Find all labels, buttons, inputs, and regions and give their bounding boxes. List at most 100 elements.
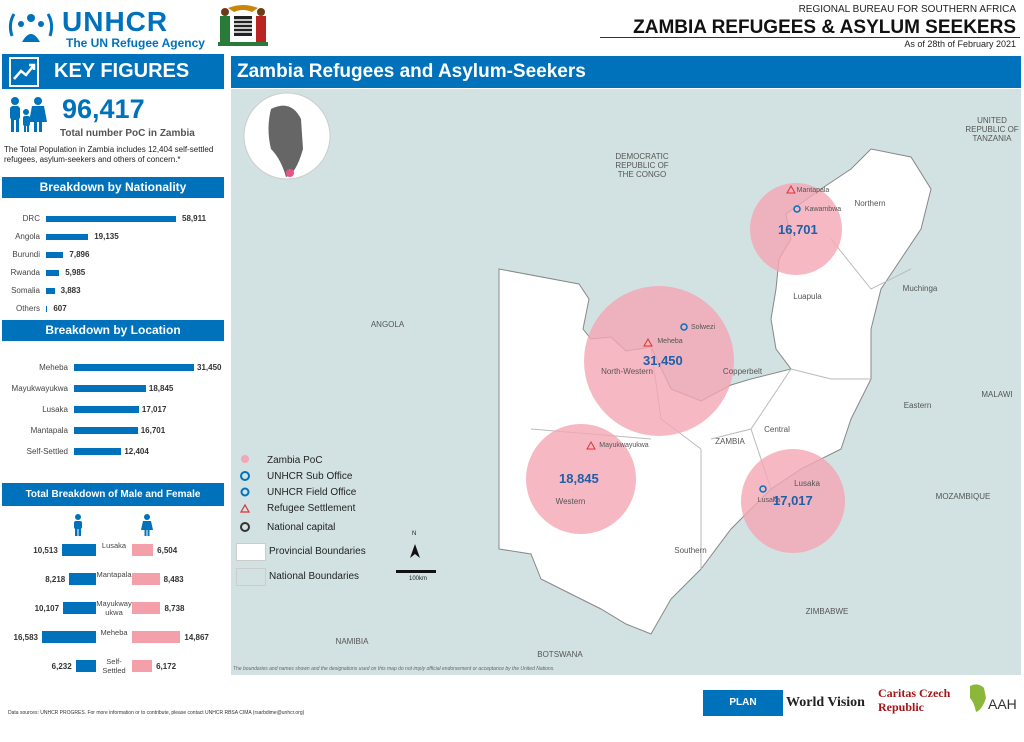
male-value: 10,513 [33,546,58,555]
settlement-icon [643,337,653,347]
male-bar [75,660,96,672]
label-central: Central [764,425,790,434]
label-mozambique: MOZAMBIQUE [935,492,991,501]
legend-sub-office: UNHCR Sub Office [267,471,353,482]
poc-circle-lusaka [741,449,845,553]
location-label: Mayukwayukwa [11,384,68,393]
location-label: Meheba [39,363,68,372]
male-value: 16,583 [13,633,38,642]
location-label: Lusaka [42,405,68,414]
female-bar [132,573,160,585]
female-value: 8,483 [163,575,184,584]
legend-nat-bound: National Boundaries [269,571,360,582]
location-heading: Breakdown by Location [2,320,224,341]
circle-value-meheba: 31,450 [643,353,683,368]
label-luapula: Luapula [793,292,822,301]
trend-chart-icon [9,57,39,87]
data-sources: Data sources: UNHCR PROGRES. For more in… [8,710,305,716]
nationality-label: Others [15,304,40,313]
poc-circle-icon [241,455,249,463]
total-poc-note: The Total Population in Zambia includes … [4,145,214,164]
female-icon [141,514,153,536]
male-value: 10,107 [34,604,60,613]
aah-logo: AAH [988,696,1017,712]
nationality-value: 607 [53,304,67,313]
scale-bar [396,570,436,573]
female-value: 14,867 [184,633,209,642]
female-bar [132,660,153,672]
location-label: Mantapala [30,426,68,435]
nationality-bar [46,252,64,258]
location-label: Self-Settled [26,447,68,456]
location-value: 17,017 [141,405,167,414]
north-label: N [412,531,417,537]
nationality-label: Burundi [12,250,40,259]
male-value: 8,218 [45,575,66,584]
scale-label: 100km [409,576,428,582]
unhcr-logo-icon [8,13,54,42]
location-value: 16,701 [140,426,166,435]
nationality-heading: Breakdown by Nationality [2,177,224,198]
label-zambia: ZAMBIA [715,437,745,446]
map-disclaimer: The boundaries and names shown and the d… [233,666,555,672]
label-western: Western [555,497,586,506]
nationality-value: 58,911 [182,214,207,223]
nationality-label: Angola [15,232,40,241]
field-office-icon [240,487,250,497]
label-muchinga: Muchinga [902,284,938,293]
male-value: 6,232 [51,662,72,671]
location-bar [74,448,122,455]
poc-circle-meheba [584,286,734,436]
label-solwezi: Solwezi [690,324,716,331]
label-copperbelt: Copperbelt [722,367,763,376]
coat-of-arms-icon [218,5,268,46]
sub-office-icon [240,471,250,481]
location-bar [74,385,146,392]
female-value: 6,504 [157,546,178,555]
label-malawi: MALAWI [981,390,1013,399]
total-poc-value: 96,417 [62,94,145,124]
label-mantapala: Mantapala [796,187,830,194]
gender-location-label: Lusaka [101,541,127,550]
gender-location-label: Mantapala [96,570,132,579]
label-meheba: Meheba [657,338,683,345]
family-icon [10,97,47,132]
nationality-value: 5,985 [65,268,86,277]
key-figures-heading-bar: KEY FIGURES [2,54,224,89]
label-tanzania: UNITED REPUBLIC OF TANZANIA [965,116,1019,143]
sub-office-icon [759,485,767,493]
location-bar [74,427,138,434]
label-botswana: BOTSWANA [537,650,583,659]
settlement-icon [586,440,596,450]
male-bar [69,573,96,585]
nationality-value: 3,883 [60,286,81,295]
gender-location-label: Meheba [100,628,128,637]
header-rule [600,37,1020,38]
legend-prov-bound: Provincial Boundaries [269,546,366,557]
world-vision-logo: World Vision [786,695,865,710]
nationality-label: Rwanda [10,268,40,277]
africa-map-icon [970,684,986,712]
gender-location-label: Mayukway ukwa [96,599,132,617]
report-title: ZAMBIA REFUGEES & ASYLUM SEEKERS [633,17,1016,38]
africa-shape [268,105,303,177]
nationality-bar [46,288,55,294]
location-value: 31,450 [197,363,222,372]
label-northern: Northern [854,199,886,208]
map-canvas [231,89,1021,675]
zambia-marker [286,169,294,177]
female-bar [132,544,154,556]
label-southern: Southern [674,546,707,555]
male-bar [63,602,96,614]
location-value: 12,404 [124,447,149,456]
location-bar [74,406,139,413]
female-value: 8,738 [164,604,185,613]
map-title: Zambia Refugees and Asylum-Seekers [231,56,1021,88]
male-bar [61,544,96,556]
label-lusaka-city: Lusaka [757,497,781,504]
nationality-bar [46,270,60,276]
plan-logo: PLAN INTERNATIONAL [703,690,784,734]
male-bar [42,631,96,643]
legend-nat-swatch [236,568,266,586]
poc-circle-mayukwayukwa [526,424,636,534]
